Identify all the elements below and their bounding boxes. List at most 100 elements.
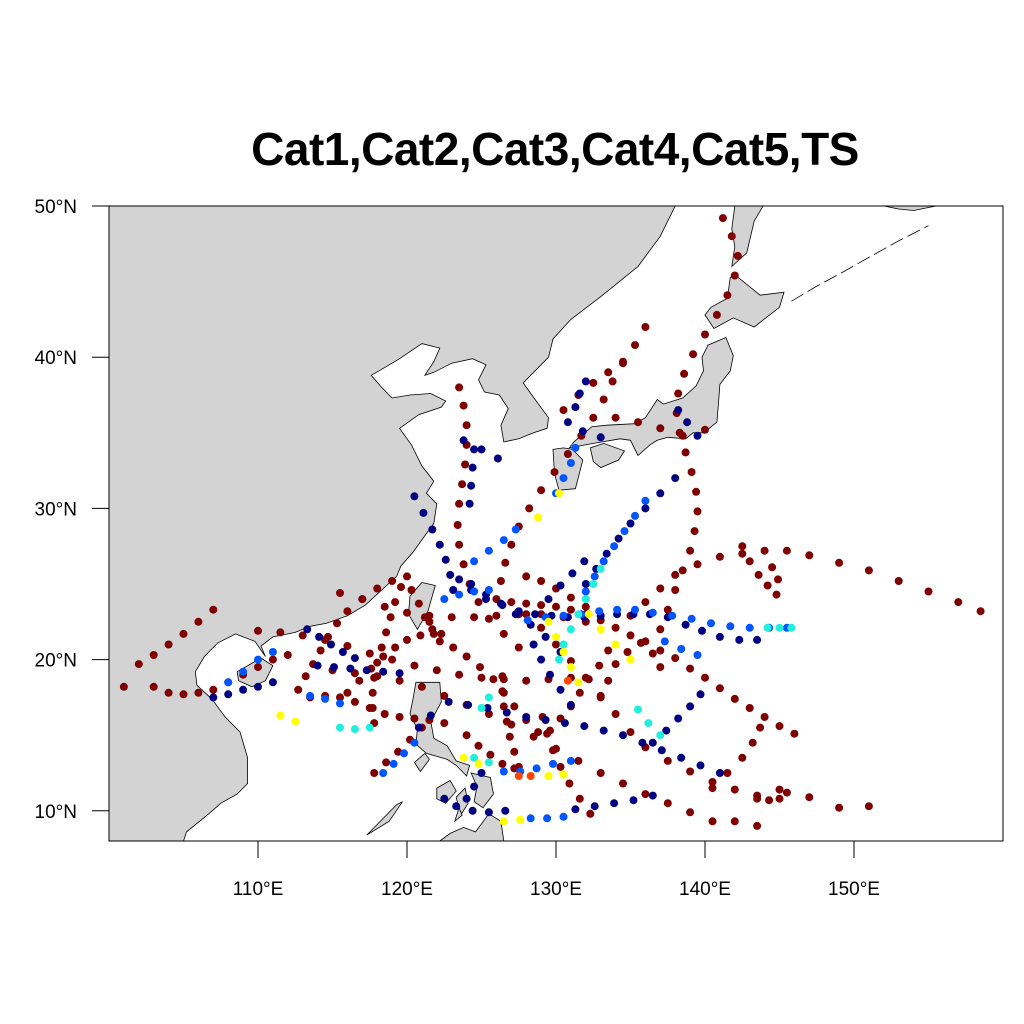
- track-point-ts: [510, 764, 519, 773]
- track-point-cat1: [522, 713, 531, 721]
- track-point-ts: [976, 607, 985, 616]
- track-point-cat5: [526, 772, 535, 780]
- track-point-ts: [537, 623, 546, 632]
- track-point-ts: [149, 651, 158, 659]
- track-point-ts: [268, 655, 277, 664]
- track-point-ts: [663, 756, 672, 765]
- track-point-ts: [537, 577, 546, 585]
- track-point-ts: [403, 608, 411, 617]
- track-point-cat1: [330, 663, 338, 672]
- track-point-cat1: [581, 580, 590, 588]
- track-point-cat1: [696, 761, 705, 770]
- track-point-ts: [435, 637, 444, 646]
- track-point-ts: [134, 660, 143, 669]
- track-point-ts: [748, 738, 757, 747]
- track-point-cat1: [610, 799, 619, 808]
- track-point-ts: [648, 649, 657, 658]
- track-point-cat1: [484, 808, 493, 817]
- track-point-ts: [775, 794, 784, 803]
- landmass: [589, 442, 626, 469]
- track-point-cat2: [693, 651, 702, 659]
- track-point-cat2: [660, 637, 669, 646]
- track-point-ts: [301, 672, 310, 681]
- track-point-ts: [119, 682, 128, 691]
- track-point-cat1: [419, 508, 428, 517]
- track-point-ts: [552, 602, 560, 611]
- track-point-ts: [619, 779, 627, 788]
- track-point-ts: [388, 577, 397, 585]
- track-point-cat1: [556, 685, 565, 694]
- track-point-cat1: [614, 534, 623, 543]
- track-point-cat2: [526, 814, 535, 823]
- track-point-cat1: [501, 806, 510, 815]
- track-point-cat3: [634, 705, 642, 714]
- track-point-ts: [365, 649, 374, 658]
- track-point-ts: [477, 673, 486, 682]
- track-point-cat1: [449, 586, 458, 594]
- track-point-ts: [368, 704, 377, 712]
- track-point-cat1: [350, 654, 359, 663]
- track-point-ts: [499, 702, 508, 711]
- track-point-ts: [753, 821, 762, 830]
- track-point-cat1: [531, 610, 540, 619]
- track-point-ts: [641, 598, 650, 607]
- track-point-cat1: [571, 805, 580, 814]
- track-point-cat1: [662, 726, 671, 735]
- track-point-ts: [476, 663, 484, 672]
- track-point-ts: [459, 560, 468, 569]
- landmass: [704, 276, 785, 330]
- track-point-ts: [693, 560, 702, 569]
- track-point-cat1: [465, 499, 474, 508]
- track-point-ts: [510, 747, 519, 756]
- track-point-ts: [499, 629, 508, 638]
- track-point-ts: [382, 758, 391, 767]
- track-point-ts: [355, 676, 364, 685]
- track-point-ts: [619, 357, 627, 366]
- track-point-cat4: [611, 640, 620, 649]
- track-point-ts: [894, 577, 903, 585]
- track-point-ts: [678, 431, 687, 440]
- track-point-cat1: [452, 802, 461, 811]
- track-point-cat2: [268, 648, 277, 656]
- track-point-cat1: [541, 632, 550, 641]
- track-point-cat1: [674, 406, 683, 415]
- track-point-ts: [417, 682, 426, 691]
- track-point-cat2: [336, 699, 344, 708]
- track-point-cat1: [698, 626, 706, 635]
- track-point-cat2: [440, 595, 449, 604]
- track-point-ts: [391, 643, 400, 652]
- track-point-cat1: [435, 540, 444, 549]
- track-point-ts: [552, 640, 560, 649]
- track-point-cat2: [470, 557, 479, 566]
- track-point-ts: [455, 383, 464, 392]
- track-point-cat1: [715, 769, 724, 777]
- track-point-ts: [373, 658, 382, 667]
- track-point-ts: [416, 631, 425, 640]
- track-point-ts: [681, 448, 690, 457]
- track-point-ts: [566, 593, 575, 602]
- track-point-cat1: [575, 389, 584, 398]
- track-point-ts: [461, 460, 470, 469]
- track-point-cat1: [467, 580, 476, 588]
- track-point-cat1: [735, 635, 744, 644]
- track-point-cat1: [580, 722, 589, 731]
- track-point-ts: [575, 688, 584, 697]
- track-point-ts: [738, 542, 747, 551]
- track-point-cat1: [580, 557, 589, 566]
- track-point-cat1: [303, 625, 312, 634]
- track-point-ts: [835, 803, 844, 812]
- track-point-cat4: [559, 648, 568, 656]
- track-point-cat4: [555, 489, 563, 498]
- track-point-cat3: [484, 758, 493, 767]
- track-point-cat1: [681, 620, 690, 629]
- track-point-cat2: [389, 759, 398, 768]
- track-point-cat5: [563, 676, 572, 685]
- track-point-ts: [718, 214, 727, 223]
- track-point-cat2: [400, 749, 408, 758]
- track-point-cat4: [552, 632, 560, 641]
- track-point-cat1: [483, 704, 492, 712]
- track-point-ts: [522, 572, 531, 581]
- track-point-ts: [763, 581, 772, 590]
- landmass: [413, 752, 430, 773]
- track-point-ts: [549, 746, 557, 755]
